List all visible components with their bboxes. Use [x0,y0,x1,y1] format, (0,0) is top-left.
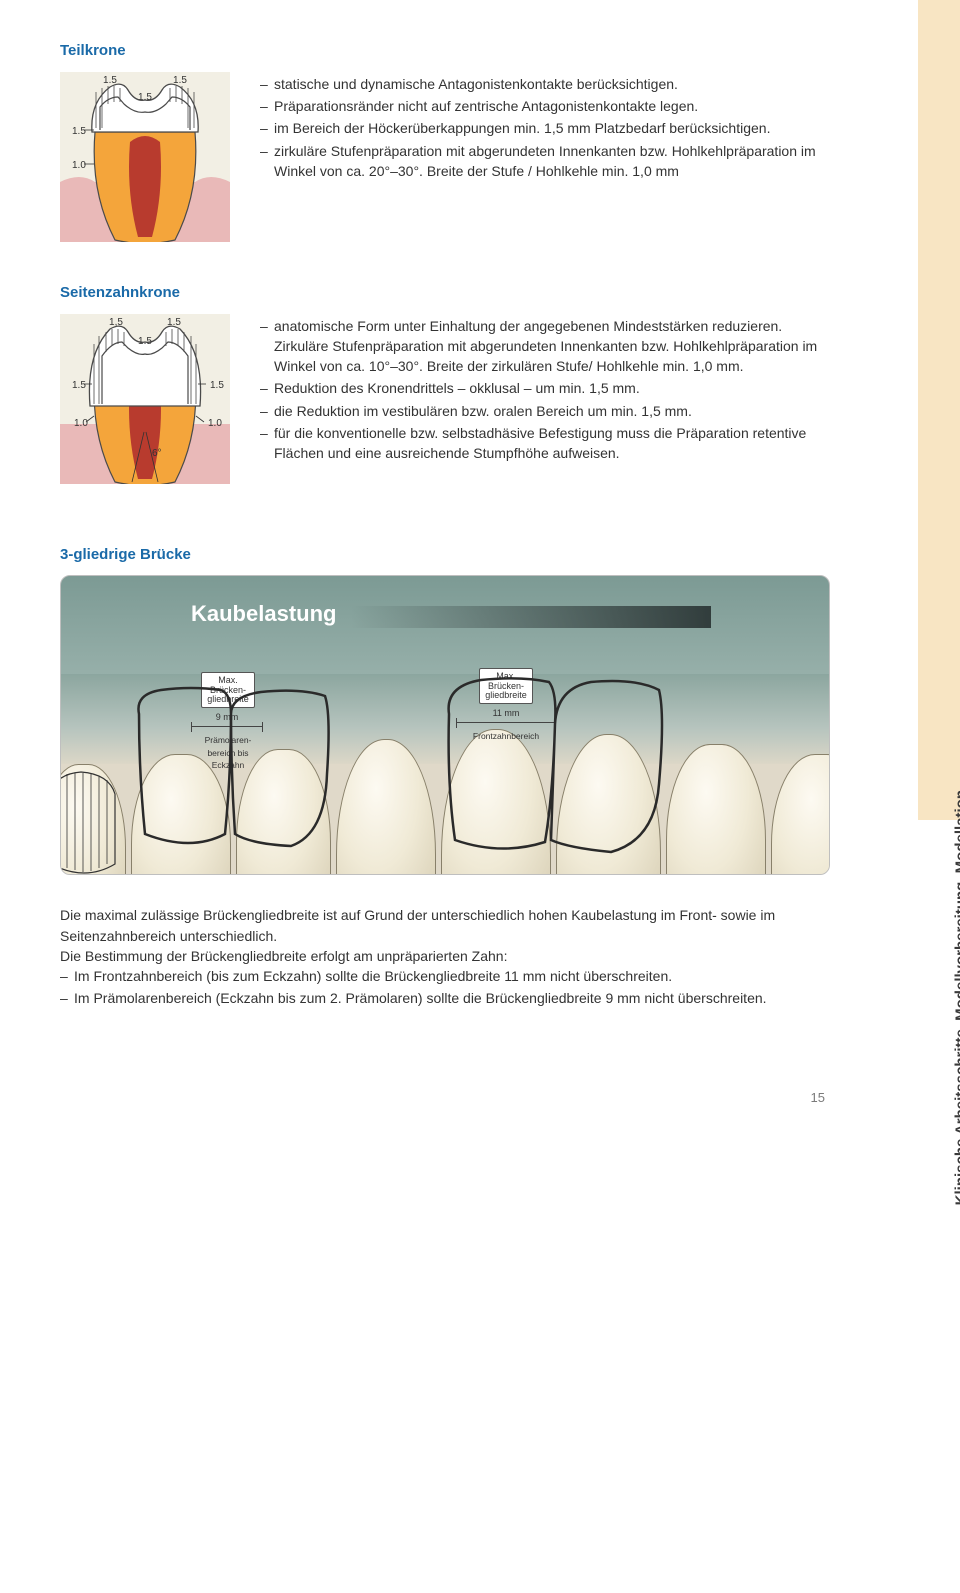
lower-list: Im Frontzahnbereich (bis zum Eckzahn) so… [60,966,830,1009]
list-item: Präparationsränder nicht auf zentrische … [260,96,830,116]
list-item: statische und dynamische Antagonistenkon… [260,74,830,94]
pontic-outline-front [441,674,671,859]
seitenzahnkrone-row: 1,5 1.5 1.5 1.5 1.5 1.0 1.0 6° anatomisc… [60,314,830,484]
side-tab [918,0,960,820]
list-item: Im Prämolarenbereich (Eckzahn bis zum 2.… [60,988,830,1008]
gradient-bar-icon [351,606,711,628]
teilkrone-title: Teilkrone [60,40,830,62]
svg-text:1.0: 1.0 [72,160,86,171]
page-number: 15 [60,1089,830,1108]
list-item: für die konventionelle bzw. selbstadhäsi… [260,423,830,464]
list-item: zirkuläre Stufenpräparation mit abgerund… [260,141,830,182]
teilkrone-diagram: 1.5 1.5 1.5 1.5 1.0 [60,72,230,242]
seitenzahnkrone-text: anatomische Form unter Einhaltung der an… [260,314,830,484]
teeth-row: Max. Brücken- gliedbreite 9 mm Prämolare… [61,674,829,874]
seitenzahnkrone-diagram: 1,5 1.5 1.5 1.5 1.5 1.0 1.0 6° [60,314,230,484]
kaubelastung-panel: Kaubelastung [60,575,830,875]
tooth-shape [771,754,830,875]
svg-text:1,5: 1,5 [109,317,123,328]
list-item: Reduktion des Kronendrittels – okklusal … [260,378,830,398]
svg-text:1.5: 1.5 [210,380,224,391]
seitenzahnkrone-title: Seitenzahnkrone [60,282,830,304]
svg-text:1.0: 1.0 [208,418,222,429]
list-item: Im Frontzahnbereich (bis zum Eckzahn) so… [60,966,830,986]
kaubelastung-label: Kaubelastung [191,598,336,630]
teilkrone-text: statische und dynamische Antagonistenkon… [260,72,830,242]
svg-text:1.5: 1.5 [138,336,152,347]
teilkrone-row: 1.5 1.5 1.5 1.5 1.0 statische und dynami… [60,72,830,242]
page-content: Teilkrone [0,0,890,1148]
side-tab-label: Klinische Arbeitsschritte, Modellvorbere… [950,790,960,1205]
pontic-outline-premolar [131,684,331,854]
seitenzahnkrone-svg: 1,5 1.5 1.5 1.5 1.5 1.0 1.0 6° [60,314,230,484]
list-item: im Bereich der Höckerüberkappungen min. … [260,118,830,138]
paragraph: Die Bestimmung der Brückengliedbreite er… [60,946,830,966]
lower-paragraphs: Die maximal zulässige Brückengliedbreite… [60,905,830,1008]
svg-text:1.5: 1.5 [72,380,86,391]
list-item: anatomische Form unter Einhaltung der an… [260,316,830,377]
svg-text:6°: 6° [152,448,162,459]
svg-text:1.5: 1.5 [103,75,117,86]
kaubelastung-header: Kaubelastung [191,598,711,634]
svg-text:1.5: 1.5 [173,75,187,86]
svg-text:1.5: 1.5 [138,92,152,103]
bruecke-title: 3-gliedrige Brücke [60,544,830,566]
svg-text:1.0: 1.0 [74,418,88,429]
svg-text:1.5: 1.5 [167,317,181,328]
seitenzahnkrone-list: anatomische Form unter Einhaltung der an… [260,316,830,464]
list-item: die Reduktion im vestibulären bzw. orale… [260,401,830,421]
prepared-tooth-overlay [60,764,126,875]
teilkrone-list: statische und dynamische Antagonistenkon… [260,74,830,181]
paragraph: Die maximal zulässige Brückengliedbreite… [60,905,830,946]
svg-text:1.5: 1.5 [72,126,86,137]
teilkrone-svg: 1.5 1.5 1.5 1.5 1.0 [60,72,230,242]
